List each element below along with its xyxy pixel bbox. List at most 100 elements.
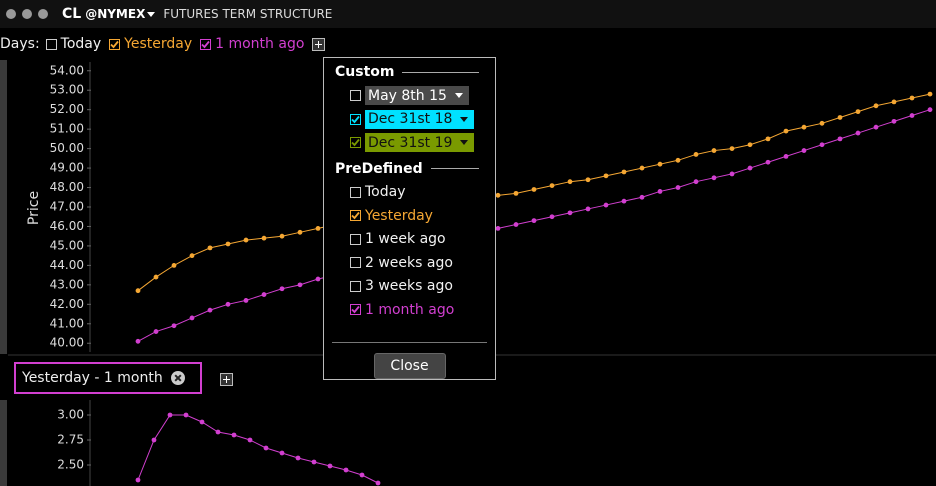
- data-point: [247, 437, 253, 443]
- checkbox[interactable]: [350, 137, 361, 149]
- data-point: [819, 142, 825, 148]
- checkbox[interactable]: [45, 38, 57, 50]
- data-point: [261, 292, 267, 297]
- data-point: [513, 190, 519, 196]
- checkbox[interactable]: [109, 38, 121, 50]
- data-point: [891, 99, 897, 105]
- data-point: [621, 169, 627, 175]
- check-mark: [201, 40, 210, 48]
- data-point: [693, 152, 699, 157]
- data-point: [189, 315, 195, 321]
- data-point: [279, 286, 285, 292]
- data-point: [585, 177, 591, 183]
- checkbox[interactable]: [350, 186, 361, 198]
- add-tab[interactable]: [220, 373, 233, 386]
- data-point: [729, 171, 735, 177]
- data-point: [801, 148, 807, 153]
- predefined-option[interactable]: Yesterday: [350, 204, 495, 228]
- series-line: [137, 414, 379, 484]
- data-point: [819, 120, 825, 126]
- data-point: [909, 113, 915, 118]
- option-label: 3 weeks ago: [365, 278, 453, 295]
- window-button[interactable]: [38, 9, 48, 19]
- checkbox[interactable]: [350, 90, 361, 102]
- custom-list: May 8th 15 Dec 31st 18 Dec 31st 19: [324, 84, 495, 155]
- data-point: [171, 323, 177, 329]
- data-point: [225, 241, 231, 247]
- symbol: CL: [62, 6, 82, 22]
- data-point: [747, 142, 753, 148]
- day-option[interactable]: Today: [45, 36, 102, 52]
- y-tick-label: 45.00: [50, 238, 84, 252]
- y-tick-label: 52.00: [50, 102, 84, 116]
- data-point: [375, 480, 381, 486]
- custom-date[interactable]: May 8th 15: [350, 84, 495, 108]
- custom-date[interactable]: Dec 31st 18: [350, 108, 495, 132]
- date-popup: Custom May 8th 15 Dec 31st 18 Dec 31st 19 …: [323, 57, 496, 380]
- window-button[interactable]: [22, 9, 32, 19]
- data-point: [927, 91, 933, 97]
- day-option[interactable]: 1 month ago: [200, 36, 304, 52]
- days-label: Days:: [0, 36, 40, 52]
- data-point: [297, 282, 303, 288]
- y-tick-label: 42.00: [50, 297, 84, 311]
- check-mark: [351, 212, 360, 220]
- data-point: [243, 298, 249, 303]
- data-point: [231, 432, 237, 438]
- data-point: [657, 161, 663, 167]
- date-dropdown[interactable]: Dec 31st 18: [365, 109, 475, 129]
- date-dropdown[interactable]: May 8th 15: [365, 86, 469, 106]
- spread-tab[interactable]: Yesterday - 1 month: [14, 362, 202, 394]
- date-label: Dec 31st 18: [368, 111, 453, 128]
- checkbox[interactable]: [350, 233, 361, 245]
- y-tick-label: 49.00: [50, 161, 84, 175]
- predefined-option[interactable]: 1 month ago: [350, 298, 495, 322]
- custom-date[interactable]: Dec 31st 19: [350, 131, 495, 155]
- exchange[interactable]: @NYMEX: [85, 7, 146, 21]
- data-point: [639, 194, 645, 200]
- close-button[interactable]: Close: [373, 352, 446, 379]
- data-point: [765, 159, 771, 165]
- y-tick-label: 44.00: [50, 258, 84, 272]
- data-point: [359, 472, 365, 478]
- option-label: Yesterday: [365, 207, 433, 224]
- option-label: Today: [365, 184, 406, 201]
- data-point: [927, 107, 933, 113]
- day-option[interactable]: Yesterday: [109, 36, 192, 52]
- checkbox[interactable]: [350, 304, 361, 316]
- data-point: [279, 233, 285, 239]
- data-point: [315, 226, 321, 231]
- data-point: [215, 429, 221, 435]
- add-day[interactable]: [312, 37, 326, 51]
- date-label: Dec 31st 19: [368, 134, 453, 151]
- predefined-option[interactable]: 3 weeks ago: [350, 275, 495, 299]
- data-point: [531, 187, 537, 192]
- checkbox[interactable]: [350, 210, 361, 222]
- y-tick-label: 53.00: [50, 83, 84, 97]
- data-point: [183, 412, 189, 418]
- checkbox[interactable]: [350, 280, 361, 292]
- checkbox[interactable]: [350, 113, 361, 125]
- checkbox[interactable]: [350, 257, 361, 269]
- predefined-option[interactable]: 2 weeks ago: [350, 251, 495, 275]
- data-point: [207, 245, 213, 251]
- data-point: [621, 198, 627, 204]
- data-point: [693, 179, 699, 185]
- data-point: [531, 218, 537, 224]
- option-label: Today: [60, 36, 102, 52]
- data-point: [549, 214, 555, 220]
- data-point: [261, 235, 267, 241]
- checkbox[interactable]: [200, 38, 212, 50]
- y-tick-label: 54.00: [50, 63, 84, 77]
- date-dropdown[interactable]: Dec 31st 19: [365, 133, 475, 153]
- data-point: [167, 412, 173, 418]
- close-tab[interactable]: [170, 371, 185, 385]
- predefined-option[interactable]: Today: [350, 181, 495, 205]
- data-point: [279, 450, 285, 456]
- section-title: Custom: [335, 64, 495, 80]
- check-mark: [110, 40, 119, 48]
- window-button[interactable]: [6, 9, 16, 19]
- data-point: [639, 165, 645, 171]
- predefined-option[interactable]: 1 week ago: [350, 228, 495, 252]
